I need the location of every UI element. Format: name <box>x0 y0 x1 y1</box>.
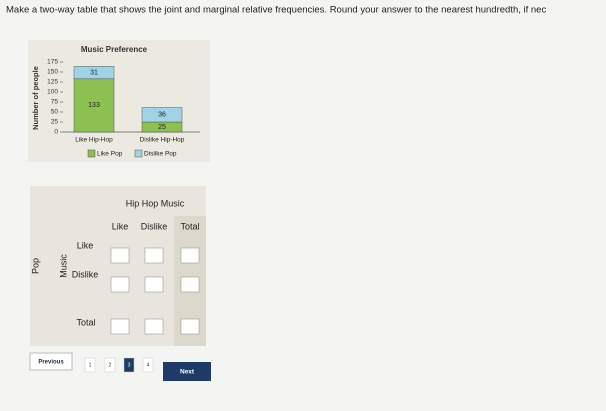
bar-segment <box>73 78 115 133</box>
legend-label: Dislike Pop <box>144 151 177 158</box>
answer-input[interactable] <box>144 318 164 335</box>
page-button[interactable] <box>142 357 154 373</box>
value-label: 31 <box>90 69 98 76</box>
value-label: 36 <box>158 112 166 119</box>
column-header: Like <box>112 221 129 231</box>
x-tick-label: Like Hip-Hop <box>75 137 113 144</box>
page-label: 1 <box>89 362 92 368</box>
legend-swatch <box>134 149 143 158</box>
answer-input[interactable] <box>110 318 130 335</box>
y-tick-label: 100 <box>47 89 58 96</box>
page-label: 2 <box>109 362 112 368</box>
y-tick-label: 150 <box>47 69 58 76</box>
bar-segment <box>73 66 115 80</box>
next-label: Next <box>180 369 195 376</box>
page-button[interactable] <box>84 357 96 373</box>
legend-label: Like Pop <box>97 151 123 158</box>
column-header: Dislike <box>141 221 168 231</box>
value-label: 133 <box>88 102 100 109</box>
previous-label: Previous <box>38 360 64 366</box>
value-label: 25 <box>158 124 166 131</box>
column-group: Hip Hop Music <box>126 198 185 208</box>
page-label: 4 <box>147 362 150 368</box>
previous-button[interactable] <box>29 352 73 371</box>
answer-input[interactable] <box>110 276 130 293</box>
answer-input[interactable] <box>144 247 164 264</box>
answer-input[interactable] <box>110 247 130 264</box>
legend-swatch <box>87 149 96 158</box>
answer-input[interactable] <box>180 318 200 335</box>
row-group-inner: Music <box>58 254 68 278</box>
row-header: Like <box>77 240 94 250</box>
column-header: Total <box>180 221 199 231</box>
answer-input[interactable] <box>180 276 200 293</box>
chart-panel <box>28 40 210 162</box>
y-tick-label: 125 <box>47 79 58 86</box>
y-tick-label: 25 <box>51 119 59 126</box>
row-header: Total <box>76 317 95 327</box>
x-tick-label: Dislike Hip-Hop <box>140 137 185 144</box>
y-tick-label: 50 <box>51 109 59 116</box>
page-button[interactable] <box>104 357 116 373</box>
y-label: Number of people <box>31 66 40 130</box>
instruction: Make a two-way table that shows the join… <box>6 5 546 16</box>
y-tick-label: 0 <box>54 129 58 136</box>
bar-segment <box>141 107 183 123</box>
row-group-outer: Pop <box>30 258 40 274</box>
y-tick-label: 175 <box>47 59 58 66</box>
next-button[interactable] <box>163 362 211 381</box>
answer-input[interactable] <box>144 276 164 293</box>
chart-title: Music Preference <box>81 45 148 54</box>
row-header: Dislike <box>72 269 99 279</box>
page-label: 3 <box>128 362 131 368</box>
y-tick-label: 75 <box>51 99 59 106</box>
answer-input[interactable] <box>180 247 200 264</box>
page-button[interactable] <box>123 357 135 373</box>
